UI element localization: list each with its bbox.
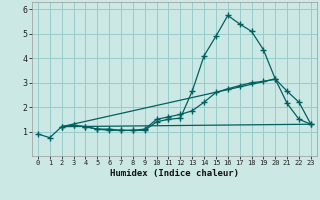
X-axis label: Humidex (Indice chaleur): Humidex (Indice chaleur)	[110, 169, 239, 178]
